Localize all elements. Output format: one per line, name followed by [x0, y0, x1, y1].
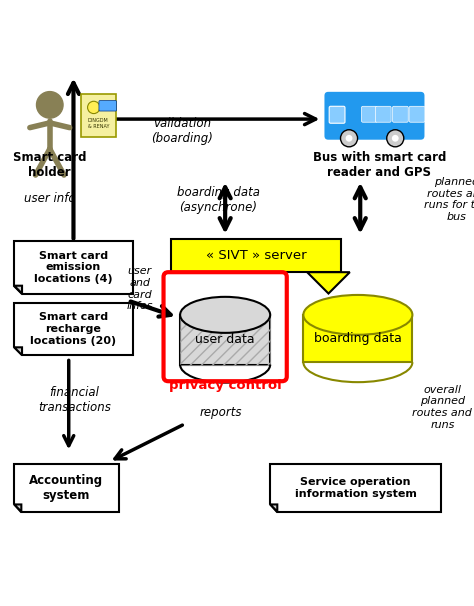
- Text: financial
transactions: financial transactions: [38, 386, 111, 414]
- Circle shape: [88, 101, 100, 113]
- Polygon shape: [270, 464, 441, 511]
- Circle shape: [346, 135, 353, 142]
- FancyBboxPatch shape: [375, 106, 391, 122]
- FancyBboxPatch shape: [99, 101, 117, 111]
- Text: Bus with smart card
reader and GPS: Bus with smart card reader and GPS: [312, 152, 446, 179]
- Text: user
and
card
infos: user and card infos: [127, 267, 153, 311]
- Text: validation
(boarding): validation (boarding): [152, 118, 213, 145]
- Text: planned
routes and
runs for the
bus: planned routes and runs for the bus: [424, 178, 474, 222]
- Text: user data: user data: [195, 333, 255, 346]
- Text: overall
planned
routes and
runs: overall planned routes and runs: [412, 385, 472, 430]
- Circle shape: [387, 130, 404, 147]
- Text: DINGDM
& RENAY: DINGDM & RENAY: [88, 118, 109, 128]
- Ellipse shape: [180, 297, 270, 333]
- FancyBboxPatch shape: [329, 106, 345, 123]
- Text: Service operation
information system: Service operation information system: [294, 477, 417, 499]
- Text: privacy control: privacy control: [169, 379, 282, 393]
- FancyBboxPatch shape: [171, 239, 341, 272]
- FancyBboxPatch shape: [409, 106, 425, 122]
- Polygon shape: [14, 241, 133, 293]
- Circle shape: [392, 135, 399, 142]
- Polygon shape: [310, 272, 338, 281]
- Polygon shape: [14, 285, 22, 293]
- Polygon shape: [270, 504, 277, 511]
- Circle shape: [36, 92, 63, 118]
- Text: boarding data
(asynchrone): boarding data (asynchrone): [176, 185, 260, 214]
- Polygon shape: [14, 303, 133, 355]
- Ellipse shape: [303, 295, 412, 335]
- FancyBboxPatch shape: [81, 95, 116, 137]
- Polygon shape: [14, 347, 22, 355]
- Text: Smart card
recharge
locations (20): Smart card recharge locations (20): [30, 313, 117, 345]
- FancyBboxPatch shape: [392, 106, 408, 122]
- Text: boarding data: boarding data: [314, 332, 402, 345]
- Text: reports: reports: [199, 405, 242, 419]
- Text: Smart card
emission
locations (4): Smart card emission locations (4): [34, 251, 113, 284]
- Circle shape: [340, 130, 357, 147]
- FancyBboxPatch shape: [362, 106, 377, 122]
- FancyBboxPatch shape: [180, 315, 270, 365]
- FancyBboxPatch shape: [303, 315, 412, 362]
- Text: user info: user info: [24, 192, 75, 205]
- Polygon shape: [307, 272, 350, 293]
- Text: Accounting
system: Accounting system: [29, 474, 103, 502]
- Text: « SIVT » server: « SIVT » server: [206, 249, 306, 262]
- Polygon shape: [14, 464, 118, 511]
- Text: Smart card
holder: Smart card holder: [13, 152, 87, 179]
- Polygon shape: [14, 504, 21, 511]
- FancyBboxPatch shape: [324, 92, 424, 140]
